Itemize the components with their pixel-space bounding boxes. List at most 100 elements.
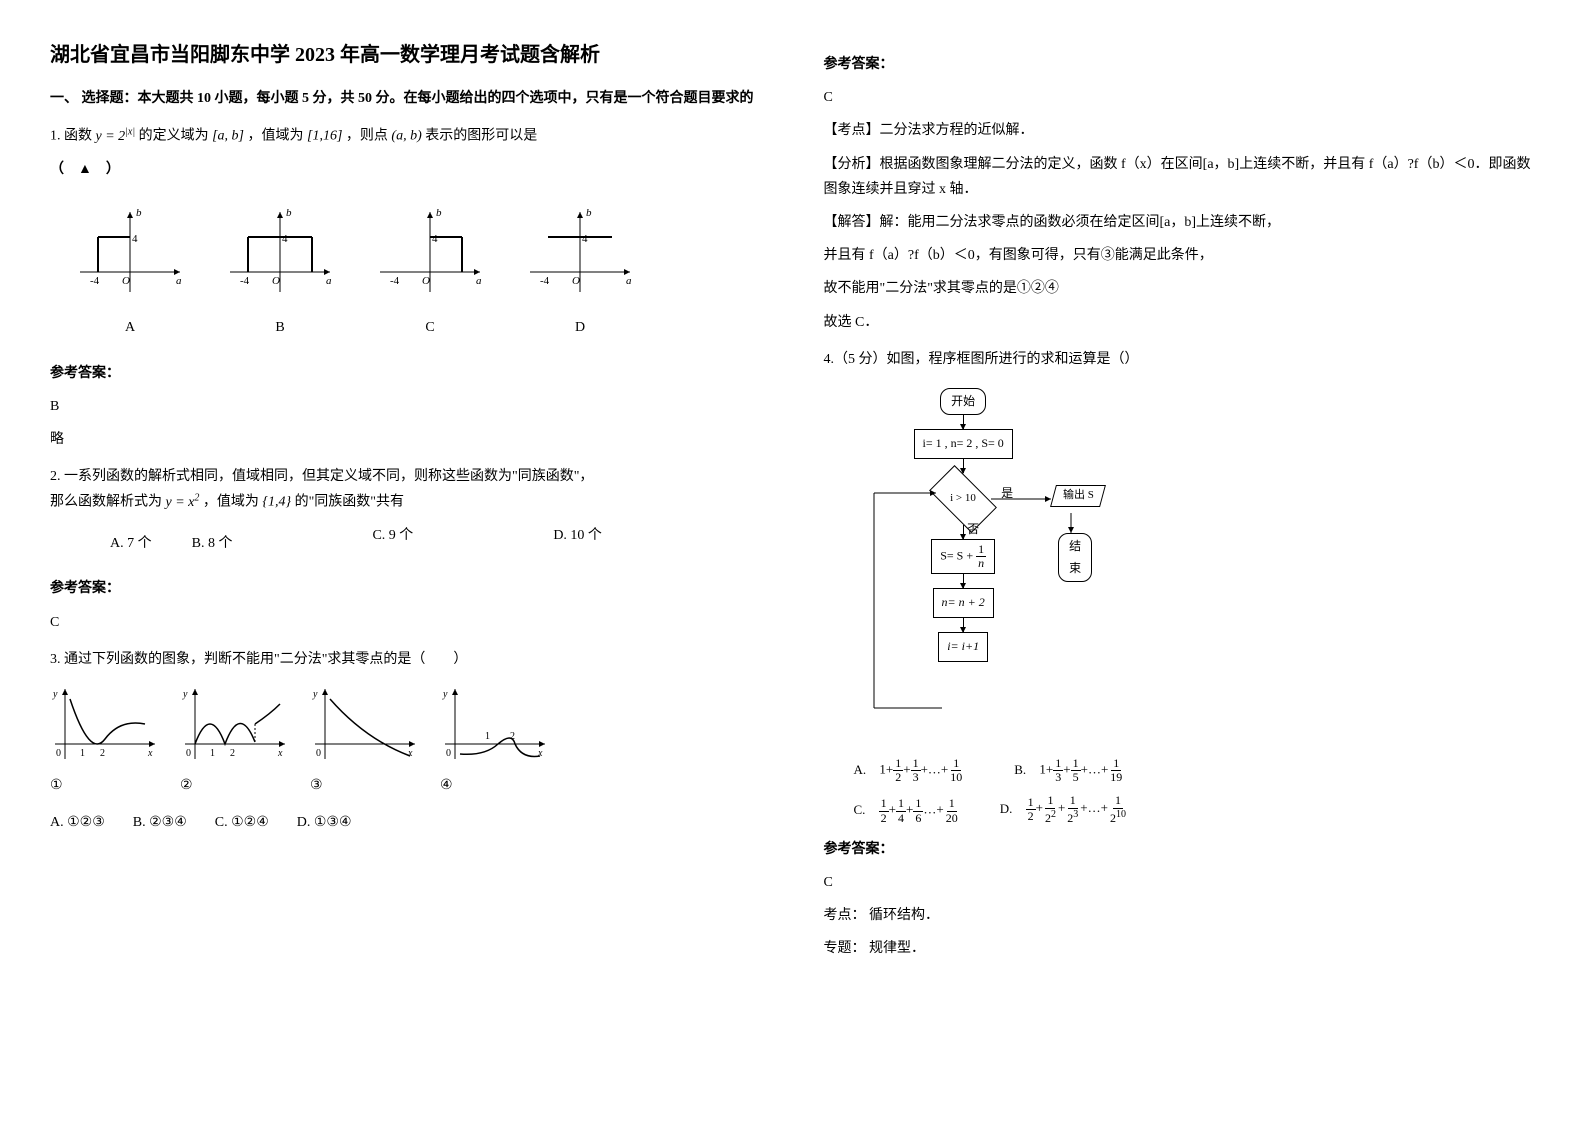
q3-solve1: 【解答】解：能用二分法求零点的函数必须在给定区间[a，b]上连续不断， [824,210,1538,235]
q1-answer-label: 参考答案： [50,361,764,386]
q3-graphs: y x 0 1 2 ① y x 0 1 [50,684,764,798]
svg-text:x: x [537,748,543,759]
q3-g4: y x 0 1 2 ④ [440,684,550,798]
svg-text:a: a [176,275,182,287]
q3-c2: ② [180,773,193,798]
q3-solve3: 故不能用"二分法"求其零点的是①②④ [824,276,1538,301]
q3-text: 3. 通过下列函数的图象，判断不能用"二分法"求其零点的是（ ） [50,647,764,672]
q3-c3: ③ [310,773,323,798]
fc-cond: i > 10 [929,465,997,533]
fc-end: 结束 [1058,533,1092,582]
svg-text:x: x [147,748,153,759]
svg-text:1: 1 [485,731,490,742]
q1-range: [1,16] [307,129,342,144]
q4-opt-c: C. 12+14+16…+120 [854,797,960,824]
q1-label-d: D [520,315,640,340]
svg-text:4: 4 [282,233,288,245]
svg-text:0: 0 [446,748,451,759]
svg-text:a: a [326,275,332,287]
fc-step3: i= i+1 [938,632,988,662]
q3-g2: y x 0 1 2 ② [180,684,290,798]
svg-text:4: 4 [582,233,588,245]
q1-note: 略 [50,427,764,452]
q2-mid: ，值域为 [203,495,259,510]
q3-answer: C [824,85,1538,110]
question-2: 2. 一系列函数的解析式相同，值域相同，但其定义域不同，则称这些函数为"同族函数… [50,464,764,564]
svg-text:2: 2 [100,748,105,759]
svg-text:4: 4 [132,233,138,245]
q1-mid3: ，则点 [346,129,388,144]
q3-solve2: 并且有 f（a）?f（b）＜0，有图象可得，只有③能满足此条件， [824,243,1538,268]
q4-flowchart: 开始 i= 1 , n= 2 , S= 0 i > 10 是 否 输出 S [854,388,1054,737]
svg-text:y: y [312,689,318,700]
q1-mid2: ，值域为 [248,129,304,144]
q3-analysis: 【分析】根据函数图象理解二分法的定义，函数 f（x）在区间[a，b]上连续不断，… [824,152,1538,202]
q3-g1: y x 0 1 2 ① [50,684,160,798]
q4-opt-a: A. 1+12+13+…+110 [854,757,965,784]
q2-range: {1,4} [262,495,291,510]
q1-fig-d: b a O -4 4 D [520,202,640,340]
q2-answer-label: 参考答案： [50,576,764,601]
svg-text:O: O [422,275,430,287]
svg-text:-4: -4 [90,275,100,287]
q3-point: 【考点】二分法求方程的近似解． [824,118,1538,143]
svg-text:2: 2 [230,748,235,759]
q1-domain: [a, b] [212,129,244,144]
q2-opt-b: B. 8 个 [192,531,233,556]
svg-text:b: b [586,207,592,219]
q1-fig-b: b a O -4 4 B [220,202,340,340]
svg-text:-4: -4 [240,275,250,287]
q1-label-a: A [70,315,190,340]
q4-text: 4.（5 分）如图，程序框图所进行的求和运算是（） [824,347,1538,372]
q3-answer-label: 参考答案： [824,52,1538,77]
svg-text:x: x [277,748,283,759]
q2-opt-d: D. 10 个 [553,523,602,564]
q1-post: 表示的图形可以是 [425,129,537,144]
svg-text:x: x [407,748,413,759]
q1-text: 1. 函数 y = 2|x| 的定义域为 [a, b] ，值域为 [1,16] … [50,123,764,149]
q3-solve4: 故选 C． [824,310,1538,335]
q1-mid1: 的定义域为 [139,129,209,144]
q2-line2: 那么函数解析式为 y = x2 ，值域为 {1,4} 的"同族函数"共有 [50,489,764,515]
q3-g3: y x 0 ③ [310,684,420,798]
svg-text:-4: -4 [390,275,400,287]
svg-text:a: a [626,275,632,287]
fc-start: 开始 [940,388,986,416]
q4-opts-row2: C. 12+14+16…+120 D. 12+122+123+…+1210 [854,794,1538,824]
fc-no: 否 [967,519,979,541]
right-column: 参考答案： C 【考点】二分法求方程的近似解． 【分析】根据函数图象理解二分法的… [824,40,1538,1082]
svg-text:-4: -4 [540,275,550,287]
svg-text:0: 0 [56,748,61,759]
svg-text:y: y [442,689,448,700]
q1-answer: B [50,394,764,419]
svg-text:1: 1 [80,748,85,759]
question-1: 1. 函数 y = 2|x| 的定义域为 [a, b] ，值域为 [1,16] … [50,123,764,182]
svg-text:b: b [136,207,142,219]
q4-opts-row1: A. 1+12+13+…+110 B. 1+13+15+…+119 [854,757,1538,784]
svg-text:O: O [272,275,280,287]
question-4: 4.（5 分）如图，程序框图所进行的求和运算是（） 开始 i= 1 , n= 2… [824,347,1538,825]
svg-text:1: 1 [210,748,215,759]
q1-label-b: B [220,315,340,340]
q4-point: 考点： 循环结构． [824,903,1538,928]
left-column: 湖北省宜昌市当阳脚东中学 2023 年高一数学理月考试题含解析 一、 选择题：本… [50,40,764,1082]
q3-options: A. ①②③ B. ②③④ C. ①②④ D. ①③④ [50,810,764,835]
svg-text:y: y [52,689,58,700]
q4-answer: C [824,870,1538,895]
svg-text:b: b [436,207,442,219]
svg-text:O: O [122,275,130,287]
q2-options: A. 7 个 B. 8 个 C. 9 个 D. 10 个 [80,523,764,564]
q1-fig-a: b a O -4 4 A [70,202,190,340]
question-3: 3. 通过下列函数的图象，判断不能用"二分法"求其零点的是（ ） y x 0 1… [50,647,764,836]
q2-formula: y = x2 [166,495,200,510]
q1-blank: （ ▲ ） [50,157,120,182]
q1-figures: b a O -4 4 A b a O -4 4 [70,202,744,340]
q2-post: 的"同族函数"共有 [295,495,404,510]
q4-answer-label: 参考答案： [824,837,1538,862]
svg-text:4: 4 [432,233,438,245]
q4-topic: 专题： 规律型． [824,936,1538,961]
fc-init: i= 1 , n= 2 , S= 0 [914,429,1013,459]
q1-formula: y = 2|x| [96,129,136,144]
q2-opt-a: A. 7 个 [110,531,152,556]
q3-c4: ④ [440,773,453,798]
